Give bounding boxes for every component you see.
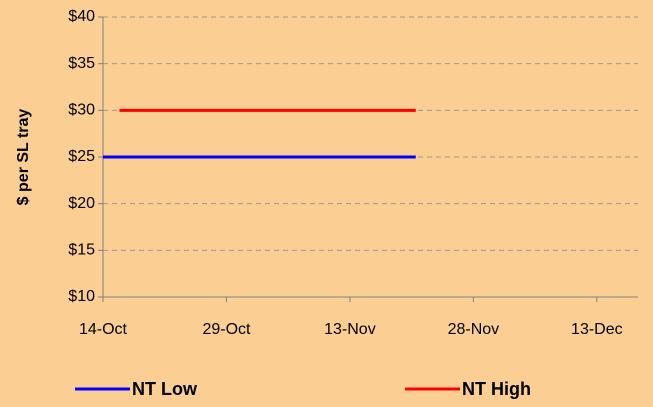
y-tick-label: $35: [68, 55, 95, 72]
legend-label: NT High: [462, 379, 531, 399]
y-axis-label: $ per SL tray: [15, 109, 32, 206]
legend-label: NT Low: [132, 379, 198, 399]
y-tick-label: $30: [68, 102, 95, 119]
y-tick-label: $10: [68, 288, 95, 305]
x-tick-label: 13-Dec: [571, 321, 623, 338]
x-tick-label: 28-Nov: [448, 321, 500, 338]
x-tick-label: 13-Nov: [324, 321, 376, 338]
x-tick-label: 14-Oct: [79, 321, 128, 338]
y-tick-label: $40: [68, 8, 95, 25]
y-tick-label: $15: [68, 242, 95, 259]
x-tick-label: 29-Oct: [202, 321, 251, 338]
y-tick-label: $20: [68, 195, 95, 212]
y-tick-label: $25: [68, 148, 95, 165]
